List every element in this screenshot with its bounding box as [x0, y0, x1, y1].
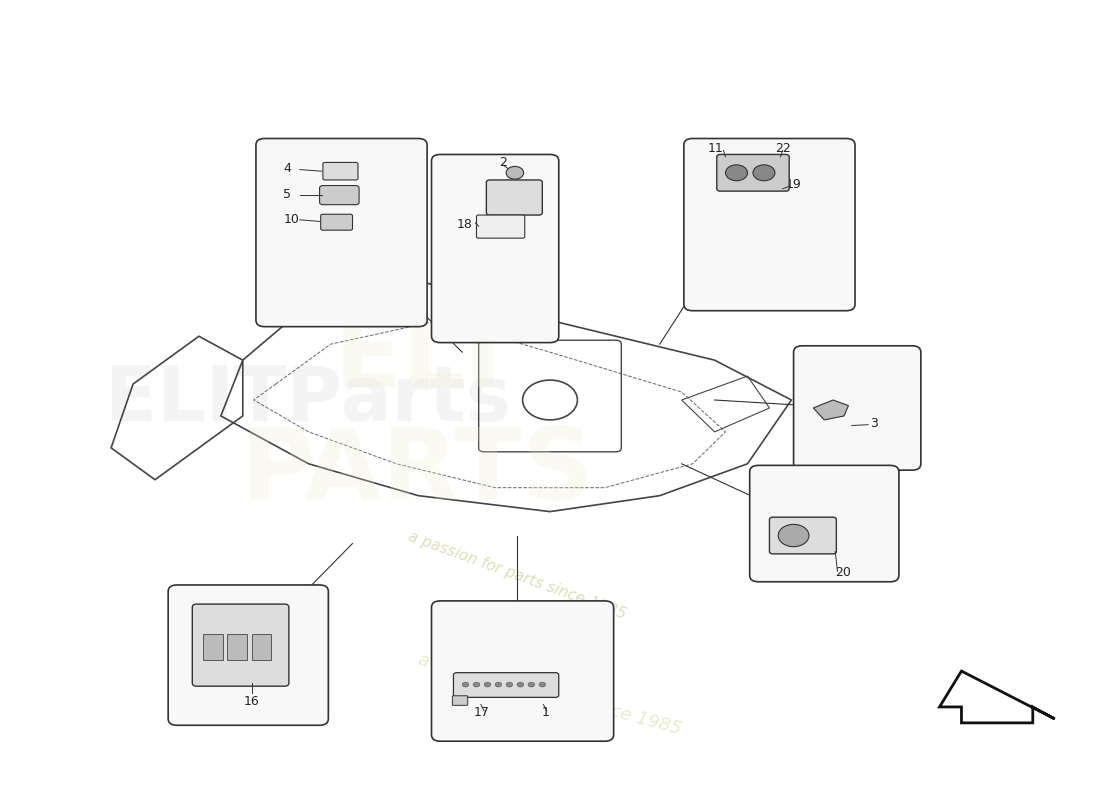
FancyBboxPatch shape [769, 517, 836, 554]
Text: 4: 4 [284, 162, 292, 175]
Circle shape [539, 682, 546, 687]
Circle shape [726, 165, 748, 181]
Text: 17: 17 [473, 706, 490, 719]
FancyBboxPatch shape [321, 214, 352, 230]
Text: ELI
PARTS: ELI PARTS [241, 311, 595, 521]
Text: 10: 10 [284, 213, 299, 226]
Circle shape [495, 682, 502, 687]
Circle shape [506, 682, 513, 687]
Text: 5: 5 [284, 188, 292, 201]
FancyBboxPatch shape [252, 634, 272, 660]
Text: a passion for parts since 1985: a passion for parts since 1985 [406, 529, 628, 622]
FancyBboxPatch shape [256, 138, 427, 326]
Text: 18: 18 [456, 218, 473, 231]
Text: 20: 20 [835, 566, 851, 579]
FancyBboxPatch shape [168, 585, 329, 726]
Text: 16: 16 [244, 695, 260, 708]
FancyBboxPatch shape [793, 346, 921, 470]
FancyBboxPatch shape [320, 186, 359, 205]
Circle shape [506, 166, 524, 179]
Text: a passion for parts since 1985: a passion for parts since 1985 [417, 651, 683, 739]
FancyBboxPatch shape [684, 138, 855, 310]
FancyBboxPatch shape [228, 634, 248, 660]
FancyBboxPatch shape [453, 673, 559, 698]
Circle shape [473, 682, 480, 687]
Circle shape [754, 165, 774, 181]
Text: 3: 3 [870, 418, 878, 430]
Text: 22: 22 [774, 142, 791, 155]
FancyBboxPatch shape [750, 466, 899, 582]
FancyBboxPatch shape [431, 601, 614, 742]
Circle shape [462, 682, 469, 687]
Text: 1: 1 [541, 706, 549, 719]
FancyBboxPatch shape [204, 634, 223, 660]
FancyBboxPatch shape [192, 604, 289, 686]
FancyBboxPatch shape [486, 180, 542, 215]
FancyBboxPatch shape [323, 162, 358, 180]
FancyBboxPatch shape [717, 154, 789, 191]
Text: 2: 2 [499, 156, 507, 169]
Polygon shape [813, 400, 848, 420]
FancyBboxPatch shape [476, 215, 525, 238]
Circle shape [484, 682, 491, 687]
FancyBboxPatch shape [452, 696, 468, 706]
Text: 11: 11 [708, 142, 724, 155]
Polygon shape [939, 671, 1055, 723]
Circle shape [517, 682, 524, 687]
Text: ELITParts: ELITParts [106, 363, 512, 437]
Circle shape [528, 682, 535, 687]
FancyBboxPatch shape [431, 154, 559, 342]
Text: 19: 19 [785, 178, 802, 191]
Circle shape [778, 524, 808, 546]
